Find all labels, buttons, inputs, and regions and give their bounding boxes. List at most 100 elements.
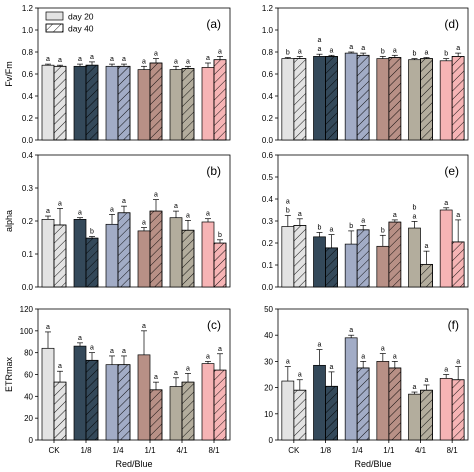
significance-label: a	[174, 203, 178, 210]
bar	[41, 219, 55, 288]
significance-label: a	[142, 220, 146, 227]
bar-hatch	[356, 367, 370, 441]
significance-label: a	[186, 212, 190, 219]
significance-label: a	[298, 48, 302, 55]
significance-label: a	[78, 335, 82, 342]
significance-label: a	[154, 51, 158, 58]
significance-label: a	[425, 50, 429, 57]
significance-label: a	[393, 353, 397, 360]
x-tick-label: 8/1	[447, 446, 459, 455]
significance-label: a	[142, 323, 146, 330]
panels-group: 0.0 0.2 0.4 0.6 0.8 1.0 1.2 Fv/Fm (a) a a a a a a a a a a a…	[4, 4, 469, 469]
y-tick-label: 0.3	[262, 217, 274, 226]
bar	[281, 380, 295, 441]
bar-hatch	[117, 212, 131, 288]
y-tick-label: 40	[264, 331, 273, 340]
bar-hatch	[85, 237, 99, 288]
y-tick-label: 1.2	[22, 4, 34, 13]
x-tick-label: 1/4	[112, 446, 124, 455]
y-tick-label: 0.2	[262, 114, 274, 123]
significance-label: a	[206, 211, 210, 218]
bar	[41, 347, 55, 441]
bar	[105, 364, 119, 441]
chart-panel: 0.0 0.1 0.2 0.3 0.4 alpha (b) a a a b a a a a a a a b	[4, 151, 231, 292]
significance-label: a	[206, 353, 210, 360]
significance-label: a	[122, 198, 126, 205]
significance-label: a	[361, 353, 365, 360]
significance-label: a	[186, 58, 190, 65]
x-tick-label: CK	[288, 446, 300, 455]
y-tick-label: 1.2	[262, 4, 274, 13]
bar	[73, 65, 87, 141]
panel-letter: (e)	[444, 164, 459, 178]
bar	[376, 245, 390, 288]
panel-letter: (d)	[444, 17, 459, 31]
significance-label: a	[206, 55, 210, 62]
bar	[313, 364, 326, 441]
y-tick-label: 0.0	[262, 283, 274, 292]
bar-hatch	[388, 57, 402, 141]
legend-label-day40: day 40	[68, 24, 94, 34]
bar-hatch	[181, 68, 195, 141]
significance-label: a	[413, 384, 417, 391]
significance-label: a	[78, 56, 82, 63]
y-tick-label: 0.6	[262, 70, 274, 79]
bar	[344, 337, 358, 441]
bar-hatch	[53, 224, 67, 288]
y-tick-label: 0.3	[22, 184, 34, 193]
significance-label: a	[330, 227, 334, 234]
y-tick-label: 120	[20, 305, 34, 314]
significance-label: a	[330, 364, 334, 371]
bar	[344, 243, 358, 288]
significance-label: a	[318, 342, 322, 349]
bar	[376, 361, 390, 441]
x-tick-label: 1/1	[144, 446, 156, 455]
bar-hatch	[181, 381, 195, 441]
significance-label: b	[286, 208, 290, 215]
y-tick-label: 1.0	[262, 26, 274, 35]
significance-label: a	[90, 345, 94, 352]
bar-hatch	[213, 369, 227, 441]
bar	[137, 230, 151, 288]
bar-hatch	[451, 241, 465, 288]
bar	[169, 386, 183, 441]
significance-label: a	[174, 370, 178, 377]
significance-label: b	[413, 51, 417, 58]
y-tick-label: 0.6	[262, 151, 274, 160]
significance-label: a	[58, 363, 62, 370]
chart-panel: 0 10 20 30 40 50 (f) a a CK a a 1/8 a a 1/4 a a 1/1 a a 4/1 a a…	[264, 305, 469, 469]
y-axis-label: alpha	[4, 210, 14, 232]
bar-hatch	[388, 367, 402, 441]
bar-hatch	[388, 221, 402, 288]
significance-label: a	[425, 377, 429, 384]
significance-label: a	[46, 56, 50, 63]
x-tick-label: 4/1	[415, 446, 427, 455]
y-tick-label: 0.1	[262, 261, 274, 270]
y-axis-label: Fv/Fm	[4, 61, 14, 87]
y-tick-label: 1.0	[22, 26, 34, 35]
legend-label-day20: day 20	[68, 12, 94, 22]
bar	[201, 363, 215, 441]
legend-swatch-day40	[45, 23, 64, 33]
y-tick-label: 0.4	[22, 92, 34, 101]
y-tick-label: 0.8	[262, 48, 274, 57]
significance-label: b	[444, 51, 448, 58]
bar-hatch	[325, 56, 338, 141]
significance-label: a	[110, 348, 114, 355]
bar-hatch	[420, 263, 433, 288]
bar	[376, 58, 390, 141]
bar-hatch	[85, 359, 99, 441]
y-tick-label: 20	[264, 384, 273, 393]
bar-hatch	[420, 58, 433, 141]
y-tick-label: 0.4	[22, 151, 34, 160]
bar	[105, 223, 119, 288]
significance-label: a	[298, 211, 302, 218]
y-tick-label: 30	[264, 357, 273, 366]
bar-hatch	[149, 389, 163, 441]
significance-label: a	[444, 200, 448, 207]
significance-label: b	[413, 204, 417, 211]
y-tick-label: 0.4	[262, 195, 274, 204]
significance-label: a	[393, 212, 397, 219]
panel-letter: (b)	[206, 164, 221, 178]
y-tick-label: 40	[24, 392, 33, 401]
